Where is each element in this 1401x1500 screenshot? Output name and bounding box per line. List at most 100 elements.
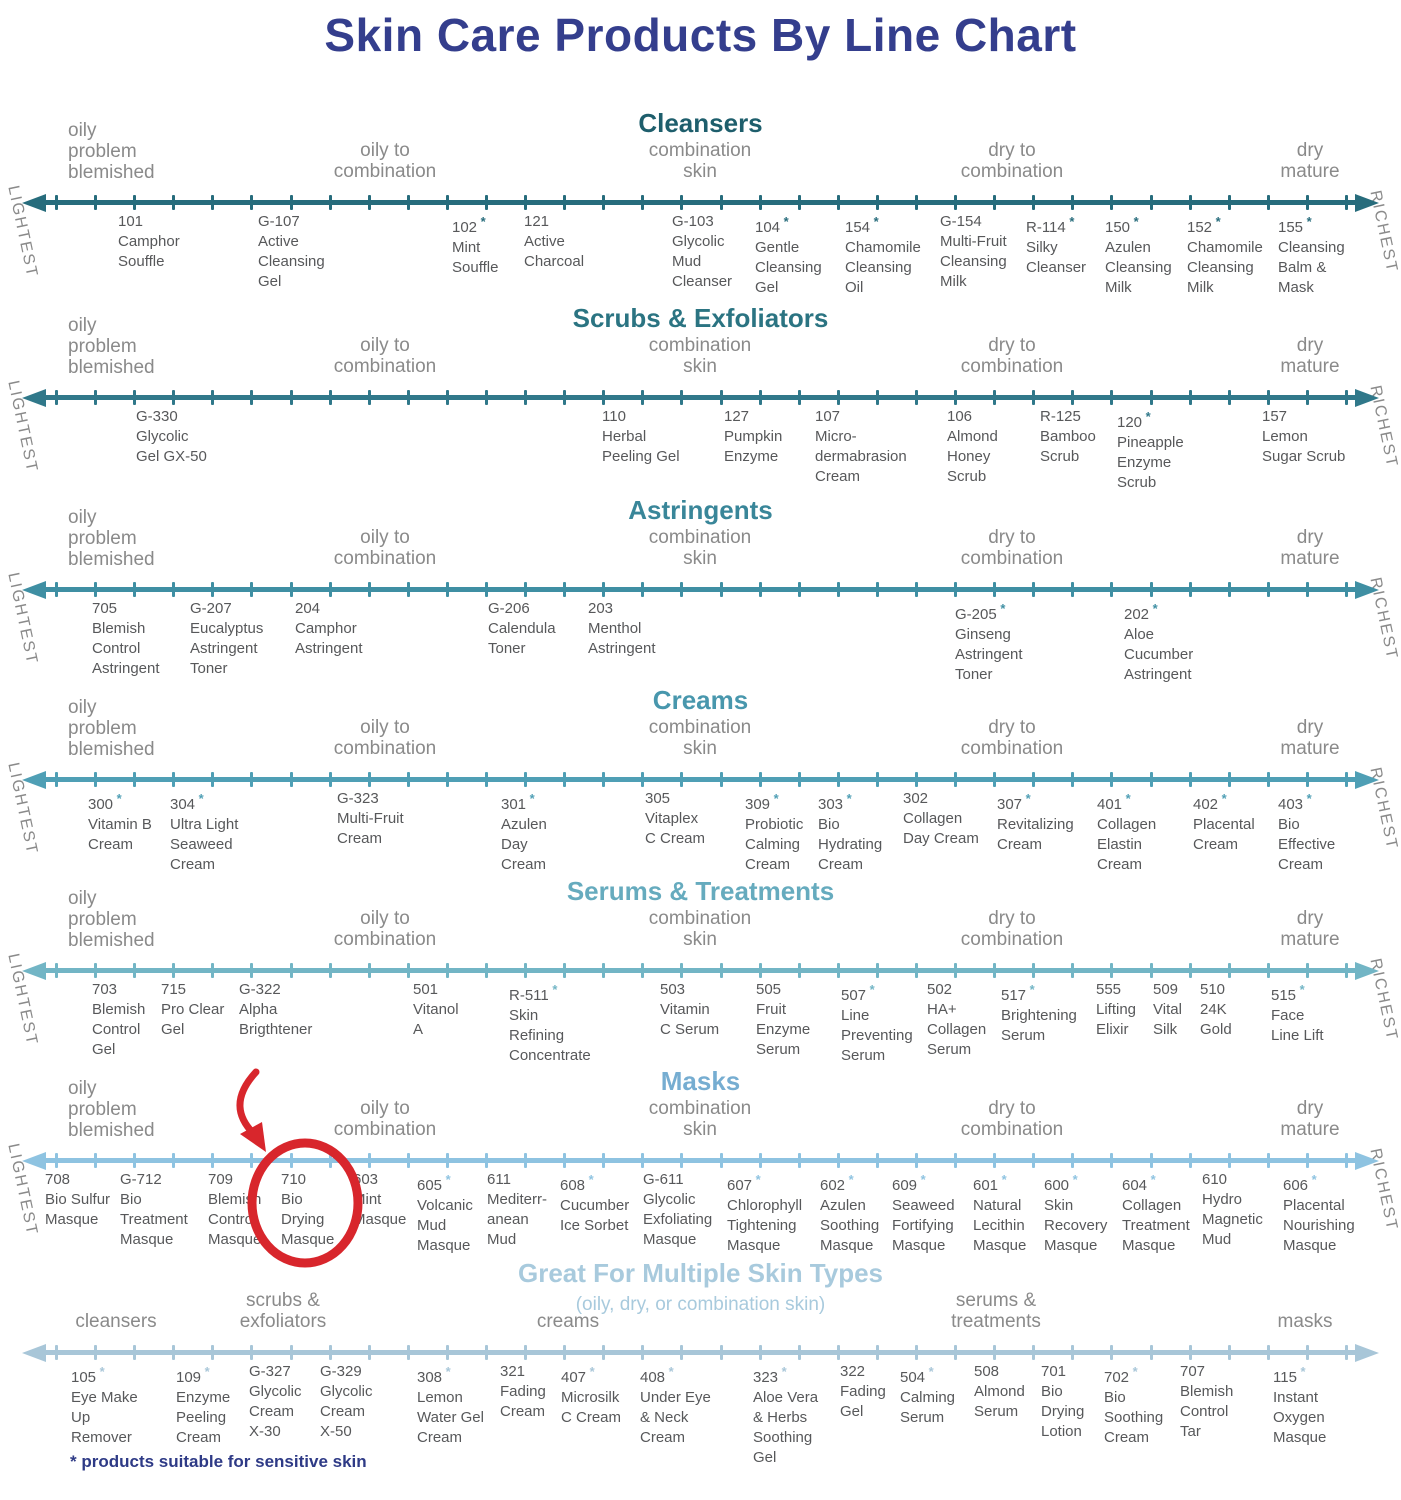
sensitive-skin-star: *: [1142, 409, 1151, 424]
axis-tick: [875, 963, 879, 978]
axis-tick: [485, 772, 488, 787]
axis-end-label-lightest: LIGHTEST: [4, 571, 41, 667]
skin-type-label: dry mature: [1280, 717, 1340, 759]
axis-tick: [55, 1153, 58, 1168]
product-item-150: 150 * Azulen Cleansing Milk: [1105, 212, 1172, 298]
skin-type-label: oily to combination: [333, 908, 437, 950]
product-code: 503: [660, 981, 686, 998]
axis-tick: [524, 195, 528, 210]
axis-tick: [797, 1345, 801, 1360]
product-code: G-154: [940, 213, 982, 230]
skin-type-label: dry to combination: [960, 335, 1064, 377]
product-name: Ginseng Astringent Toner: [955, 626, 1023, 683]
product-code: G-611: [643, 1171, 684, 1188]
sensitive-skin-star: *: [1218, 791, 1227, 806]
product-name: Vitamin B Cream: [88, 816, 152, 853]
product-code: 611: [487, 1171, 511, 1188]
product-code: 607 *: [727, 1172, 761, 1194]
axis-tick: [172, 1153, 176, 1168]
axis-tick: [758, 963, 762, 978]
axis-tick: [993, 1345, 997, 1360]
product-item-707: 707 Blemish Control Tar: [1180, 1362, 1233, 1442]
axis-tick: [1305, 772, 1309, 787]
product-code: 401 *: [1097, 791, 1131, 813]
sensitive-skin-star: *: [770, 791, 779, 806]
axis-tick: [719, 963, 723, 978]
axis-tick: [406, 1345, 410, 1360]
product-name: Mint Souffle: [452, 239, 499, 276]
axis-tick: [367, 582, 371, 597]
product-item-g-107: G-107 Active Cleansing Gel: [258, 212, 325, 292]
axis-tick: [758, 772, 762, 787]
product-name: Collagen Treatment Masque: [1122, 1197, 1190, 1254]
product-code: 203: [588, 600, 614, 617]
product-name: Collagen Day Cream: [903, 810, 979, 847]
section-header: Cleansers: [638, 108, 763, 138]
sensitive-skin-star: *: [195, 791, 204, 806]
product-item-504: 504 * Calming Serum: [900, 1362, 955, 1428]
axis-tick: [1032, 390, 1036, 405]
product-code: G-329: [320, 1363, 362, 1380]
product-item-g-327: G-327 Glycolic Cream X-30: [249, 1362, 302, 1442]
axis-tick: [954, 195, 958, 210]
product-item-204: 204 Camphor Astringent: [295, 599, 363, 659]
skin-type-label: oily problem blemished: [68, 888, 155, 951]
axis-tick: [1266, 582, 1270, 597]
axis-tick: [1266, 1153, 1270, 1168]
product-code: R-114 *: [1026, 214, 1075, 236]
axis-tick: [211, 772, 215, 787]
sensitive-skin-star: *: [1022, 791, 1031, 806]
sensitive-skin-star: *: [665, 1364, 674, 1379]
axis-tick: [406, 1153, 410, 1168]
axis-tick: [1188, 195, 1192, 210]
axis-tick: [836, 1345, 840, 1360]
product-item-g-330: G-330 Glycolic Gel GX-50: [136, 407, 207, 467]
product-code: 707: [1180, 1363, 1206, 1380]
axis-tick: [1071, 390, 1075, 405]
skin-type-label: dry mature: [1280, 908, 1340, 950]
axis-end-label-richest: RICHEST: [1366, 765, 1401, 852]
axis-tick: [1032, 963, 1036, 978]
axis-tick: [1345, 1153, 1348, 1168]
product-name: Glycolic Gel GX-50: [136, 428, 207, 465]
axis-arrow-line: [42, 587, 1358, 592]
product-code: 300 *: [88, 791, 122, 813]
product-code: 323 *: [753, 1364, 787, 1386]
sensitive-skin-star: *: [1130, 214, 1139, 229]
axis-tick: [1227, 195, 1231, 210]
skin-type-label: oily problem blemished: [68, 1078, 155, 1141]
skin-type-label: combination skin: [648, 140, 752, 182]
axis-arrowhead-left: [22, 1343, 46, 1362]
product-code: 305: [645, 790, 671, 807]
product-item-g-206: G-206 Calendula Toner: [488, 599, 556, 659]
product-code: 304 *: [170, 791, 204, 813]
product-name: Collagen Elastin Cream: [1097, 816, 1157, 873]
product-name: Bio Drying Lotion: [1041, 1383, 1085, 1440]
product-name: Bio Soothing Cream: [1104, 1389, 1164, 1446]
axis-tick: [367, 195, 371, 210]
axis-tick: [797, 772, 801, 787]
axis-tick: [328, 772, 332, 787]
sensitive-skin-star: *: [1149, 601, 1158, 616]
product-name: Camphor Souffle: [118, 233, 180, 270]
product-code: 715: [161, 981, 187, 998]
product-name: Bio Drying Masque: [281, 1191, 335, 1248]
axis-tick: [94, 1345, 98, 1360]
product-code: 703: [92, 981, 118, 998]
axis-tick: [758, 195, 762, 210]
axis-tick: [1032, 772, 1036, 787]
sensitive-skin-star: *: [201, 1364, 210, 1379]
product-item-303: 303 * Bio Hydrating Cream: [818, 789, 882, 875]
skin-type-label: dry mature: [1280, 1098, 1340, 1140]
axis-tick: [211, 963, 215, 978]
product-name: Active Cleansing Gel: [258, 233, 325, 290]
axis-tick: [172, 1345, 176, 1360]
skin-type-label: dry mature: [1280, 140, 1340, 182]
product-code: 104 *: [755, 214, 789, 236]
axis-tick: [1188, 963, 1192, 978]
axis-tick: [1071, 772, 1075, 787]
product-item-g-712: G-712 Bio Treatment Masque: [120, 1170, 188, 1250]
product-code: G-712: [120, 1171, 162, 1188]
product-code: 155 *: [1278, 214, 1312, 236]
product-name: Under Eye & Neck Cream: [640, 1389, 711, 1446]
